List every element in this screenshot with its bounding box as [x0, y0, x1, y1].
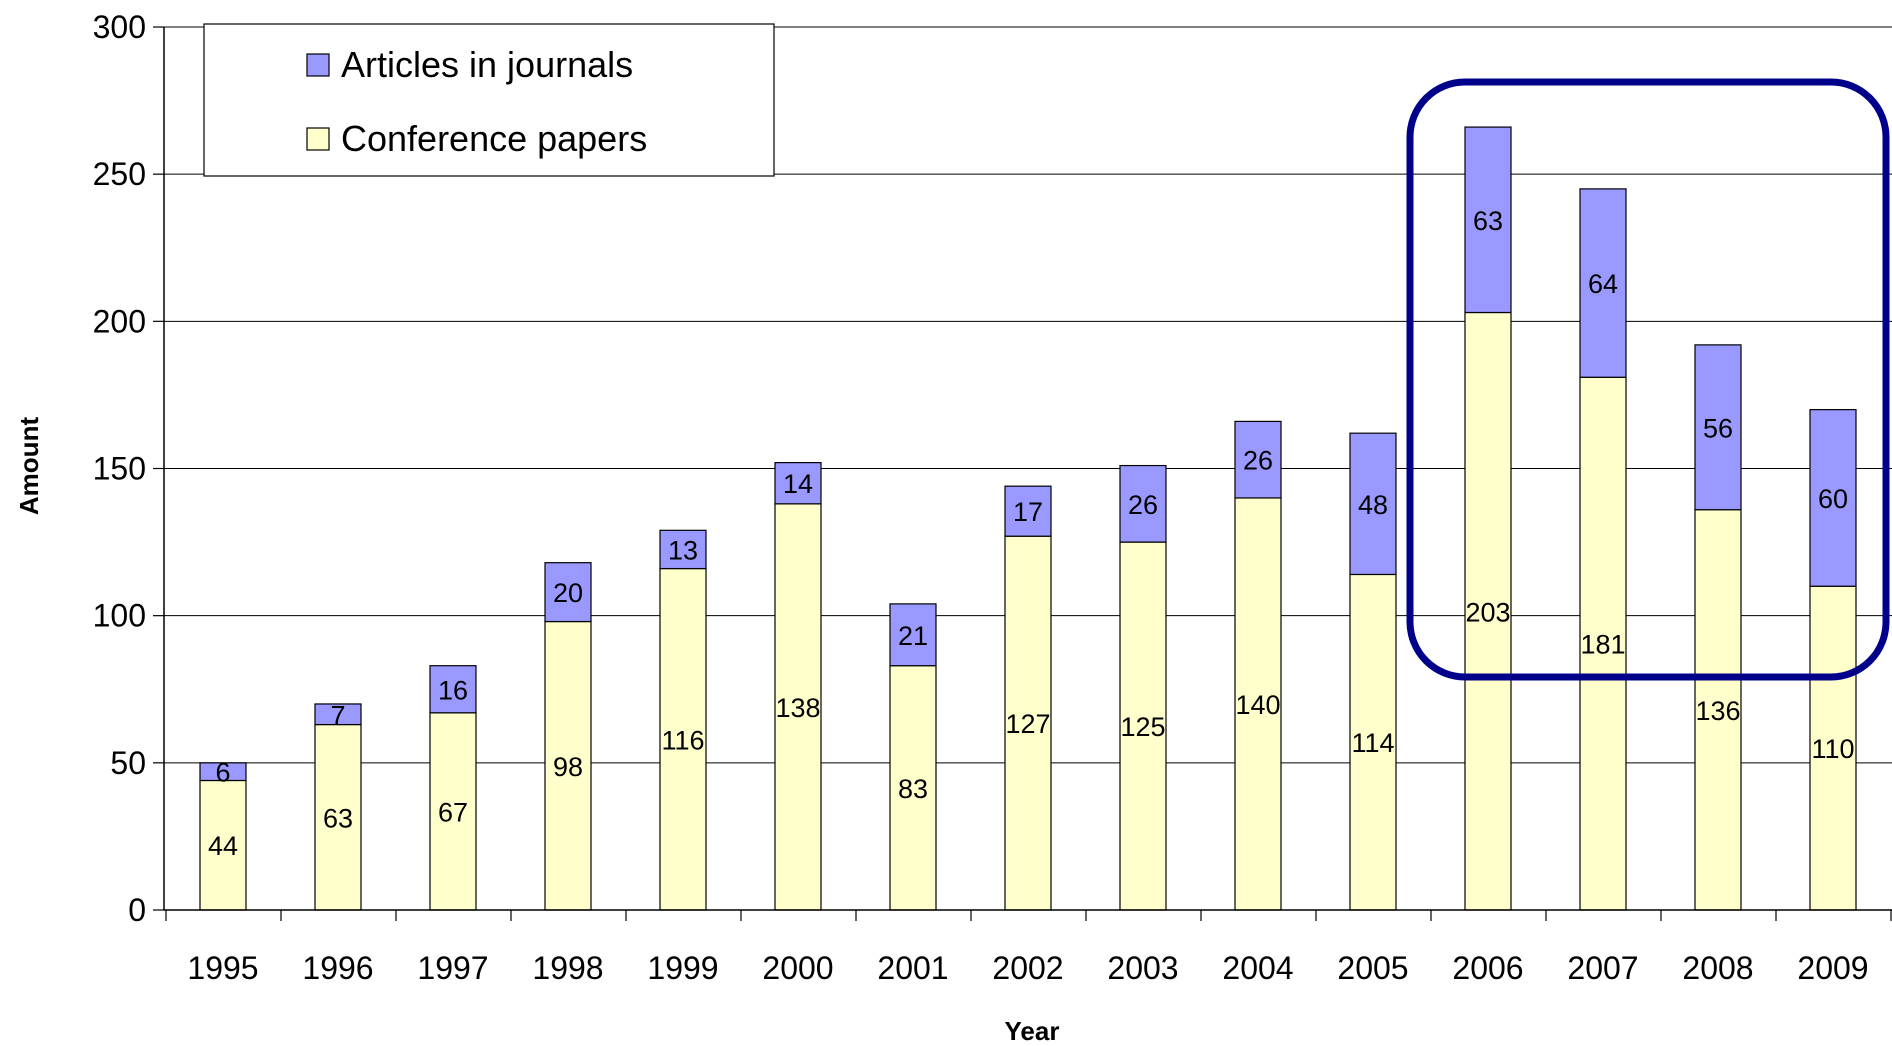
y-tick-label-300: 300 [93, 9, 146, 45]
bar-articles-1996 [314, 703, 362, 726]
x-tick-label-2009: 2009 [1797, 950, 1868, 986]
y-axis-title: Amount [14, 417, 44, 516]
x-tick-label-2002: 2002 [992, 950, 1063, 986]
x-tick-label-1996: 1996 [302, 950, 373, 986]
bar-articles-2001 [889, 603, 937, 667]
bar-articles-2005 [1349, 432, 1397, 576]
x-tick-label-2003: 2003 [1107, 950, 1178, 986]
data-label-conference-1997: 67 [438, 797, 468, 827]
data-label-conference-2000: 138 [775, 693, 820, 723]
data-label-articles-1996: 7 [330, 700, 345, 730]
data-label-articles-2005: 48 [1358, 490, 1388, 520]
axes: 0 50 100 150 200 250 300 1995 1996 1997 1998 1999 20… [93, 9, 1892, 986]
bar-articles-2003 [1119, 464, 1167, 543]
data-label-articles-2000: 14 [783, 469, 813, 499]
data-label-conference-2003: 125 [1120, 712, 1165, 742]
bars [199, 126, 1857, 911]
bar-articles-1997 [429, 665, 477, 714]
data-label-conference-1995: 44 [208, 831, 238, 861]
bar-articles-2007 [1579, 188, 1627, 378]
data-label-articles-1995: 6 [215, 758, 230, 788]
y-tick-label-250: 250 [93, 156, 146, 192]
legend-swatch-articles [306, 53, 330, 77]
data-label-articles-2004: 26 [1243, 446, 1273, 476]
data-label-articles-2009: 60 [1818, 484, 1848, 514]
x-tick-label-2001: 2001 [877, 950, 948, 986]
y-tick-label-0: 0 [128, 892, 146, 928]
bar-articles-2004 [1234, 420, 1282, 499]
data-label-conference-2009: 110 [1811, 734, 1854, 764]
bar-articles-1995 [199, 762, 247, 782]
highlight-group [1406, 78, 1890, 681]
data-label-conference-1999: 116 [661, 725, 704, 755]
data-label-articles-1998: 20 [553, 578, 583, 608]
y-tick-label-150: 150 [93, 451, 146, 487]
legend: Articles in journals Conference papers [203, 23, 775, 177]
data-label-articles-1999: 13 [668, 535, 698, 565]
data-label-conference-2004: 140 [1235, 690, 1280, 720]
bar-articles-1999 [659, 529, 707, 570]
x-tick-label-2006: 2006 [1452, 950, 1523, 986]
bar-conference-2001 [889, 665, 937, 911]
data-label-conference-2007: 181 [1580, 630, 1625, 660]
data-label-conference-1998: 98 [553, 752, 583, 782]
bar-conference-2008 [1694, 509, 1742, 911]
x-tick-label-2000: 2000 [762, 950, 833, 986]
data-label-conference-2006: 203 [1465, 597, 1510, 627]
data-label-articles-2001: 21 [898, 621, 928, 651]
x-tick-label-2007: 2007 [1567, 950, 1638, 986]
data-labels: 44 6 63 7 67 16 98 20 116 13 138 14 83 21 127 17 125 26 14… [208, 206, 1855, 861]
y-tick-label-200: 200 [93, 303, 146, 339]
bar-conference-1999 [659, 567, 707, 911]
data-label-articles-2007: 64 [1588, 269, 1618, 299]
x-tick-label-2008: 2008 [1682, 950, 1753, 986]
data-label-conference-1996: 63 [323, 803, 353, 833]
highlight-box [1406, 78, 1890, 681]
bar-conference-2009 [1809, 585, 1857, 911]
data-label-conference-2008: 136 [1695, 696, 1740, 726]
x-tick-label-1999: 1999 [647, 950, 718, 986]
legend-swatch-conference [306, 127, 330, 151]
bar-conference-2007 [1579, 376, 1627, 911]
data-label-conference-2005: 114 [1351, 728, 1394, 758]
y-tick-label-50: 50 [110, 745, 146, 781]
data-label-conference-2001: 83 [898, 774, 928, 804]
legend-box [203, 23, 775, 177]
bar-articles-2000 [774, 462, 822, 505]
data-label-articles-2002: 17 [1013, 497, 1043, 527]
bar-articles-1998 [544, 562, 592, 623]
x-tick-label-2005: 2005 [1337, 950, 1408, 986]
x-tick-label-2004: 2004 [1222, 950, 1293, 986]
x-tick-label-1995: 1995 [187, 950, 258, 986]
data-label-articles-2008: 56 [1703, 413, 1733, 443]
bar-conference-2005 [1349, 573, 1397, 911]
data-label-conference-2002: 127 [1005, 709, 1050, 739]
x-tick-label-1997: 1997 [417, 950, 488, 986]
data-label-articles-1997: 16 [438, 675, 468, 705]
bar-articles-2002 [1004, 485, 1052, 537]
x-tick-label-1998: 1998 [532, 950, 603, 986]
bar-articles-2009 [1809, 409, 1857, 587]
bar-articles-2006 [1464, 126, 1512, 314]
legend-label-conference: Conference papers [341, 118, 647, 159]
data-label-articles-2006: 63 [1473, 206, 1503, 236]
bar-articles-2008 [1694, 344, 1742, 511]
x-axis-title: Year [1005, 1016, 1060, 1046]
bar-conference-2004 [1234, 497, 1282, 911]
legend-label-articles: Articles in journals [341, 44, 633, 85]
y-tick-label-100: 100 [93, 598, 146, 634]
data-label-articles-2003: 26 [1128, 490, 1158, 520]
